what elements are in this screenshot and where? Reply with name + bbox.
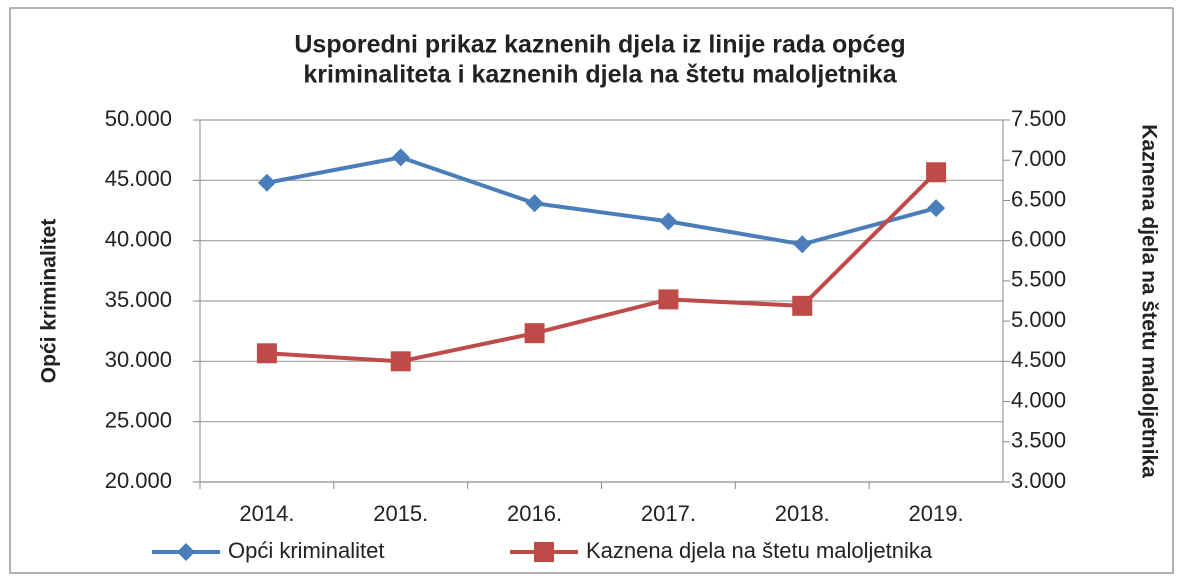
data-point [927,199,946,218]
y-tick-label: 45.000 [105,166,172,191]
data-point [525,194,544,213]
y2-tick-label: 3.500 [1011,428,1066,453]
chart-title: kriminaliteta i kaznenih djela na štetu … [303,61,897,89]
x-tick-label: 2015. [373,501,428,526]
y2-axis-label: Kaznena djela na štetu maloljetnika [1137,124,1160,478]
y-tick-label: 50.000 [105,106,172,131]
y2-tick-label: 3.000 [1011,468,1066,493]
data-point [793,235,812,254]
y-tick-label: 30.000 [105,347,172,372]
x-tick-label: 2019. [909,501,964,526]
series-line [266,155,937,247]
data-point [792,295,813,316]
y2-tick-label: 4.500 [1011,347,1066,372]
legend-marker [177,543,195,561]
x-tick-label: 2018. [775,501,830,526]
y2-tick-label: 6.000 [1011,226,1066,251]
data-point [524,323,545,344]
y2-tick-label: 7.000 [1011,146,1066,171]
data-point [926,162,947,183]
data-point [256,343,277,364]
y-tick-label: 20.000 [105,468,172,493]
y-axis-label: Opći kriminalitet [38,219,61,384]
x-tick-label: 2017. [641,501,696,526]
y2-tick-label: 6.500 [1011,186,1066,211]
y2-tick-label: 7.500 [1011,106,1066,131]
y-tick-label: 25.000 [105,407,172,432]
data-point [659,212,678,231]
y2-tick-label: 5.500 [1011,267,1066,292]
x-tick-label: 2016. [507,501,562,526]
legend-label: Kaznena djela na štetu maloljetnika [586,538,933,563]
legend-label: Opći kriminalitet [228,538,384,563]
data-point [658,289,679,310]
y-tick-label: 40.000 [105,226,172,251]
legend-marker [534,542,554,562]
y-tick-label: 35.000 [105,287,172,312]
y2-tick-label: 4.000 [1011,387,1066,412]
data-point [391,148,410,167]
y2-tick-label: 5.000 [1011,307,1066,332]
data-point [257,173,276,192]
x-tick-label: 2014. [239,501,294,526]
series-line [266,170,938,364]
data-point [390,351,411,372]
chart-border [9,7,1174,574]
chart-title: Usporedni prikaz kaznenih djela iz linij… [294,31,905,59]
